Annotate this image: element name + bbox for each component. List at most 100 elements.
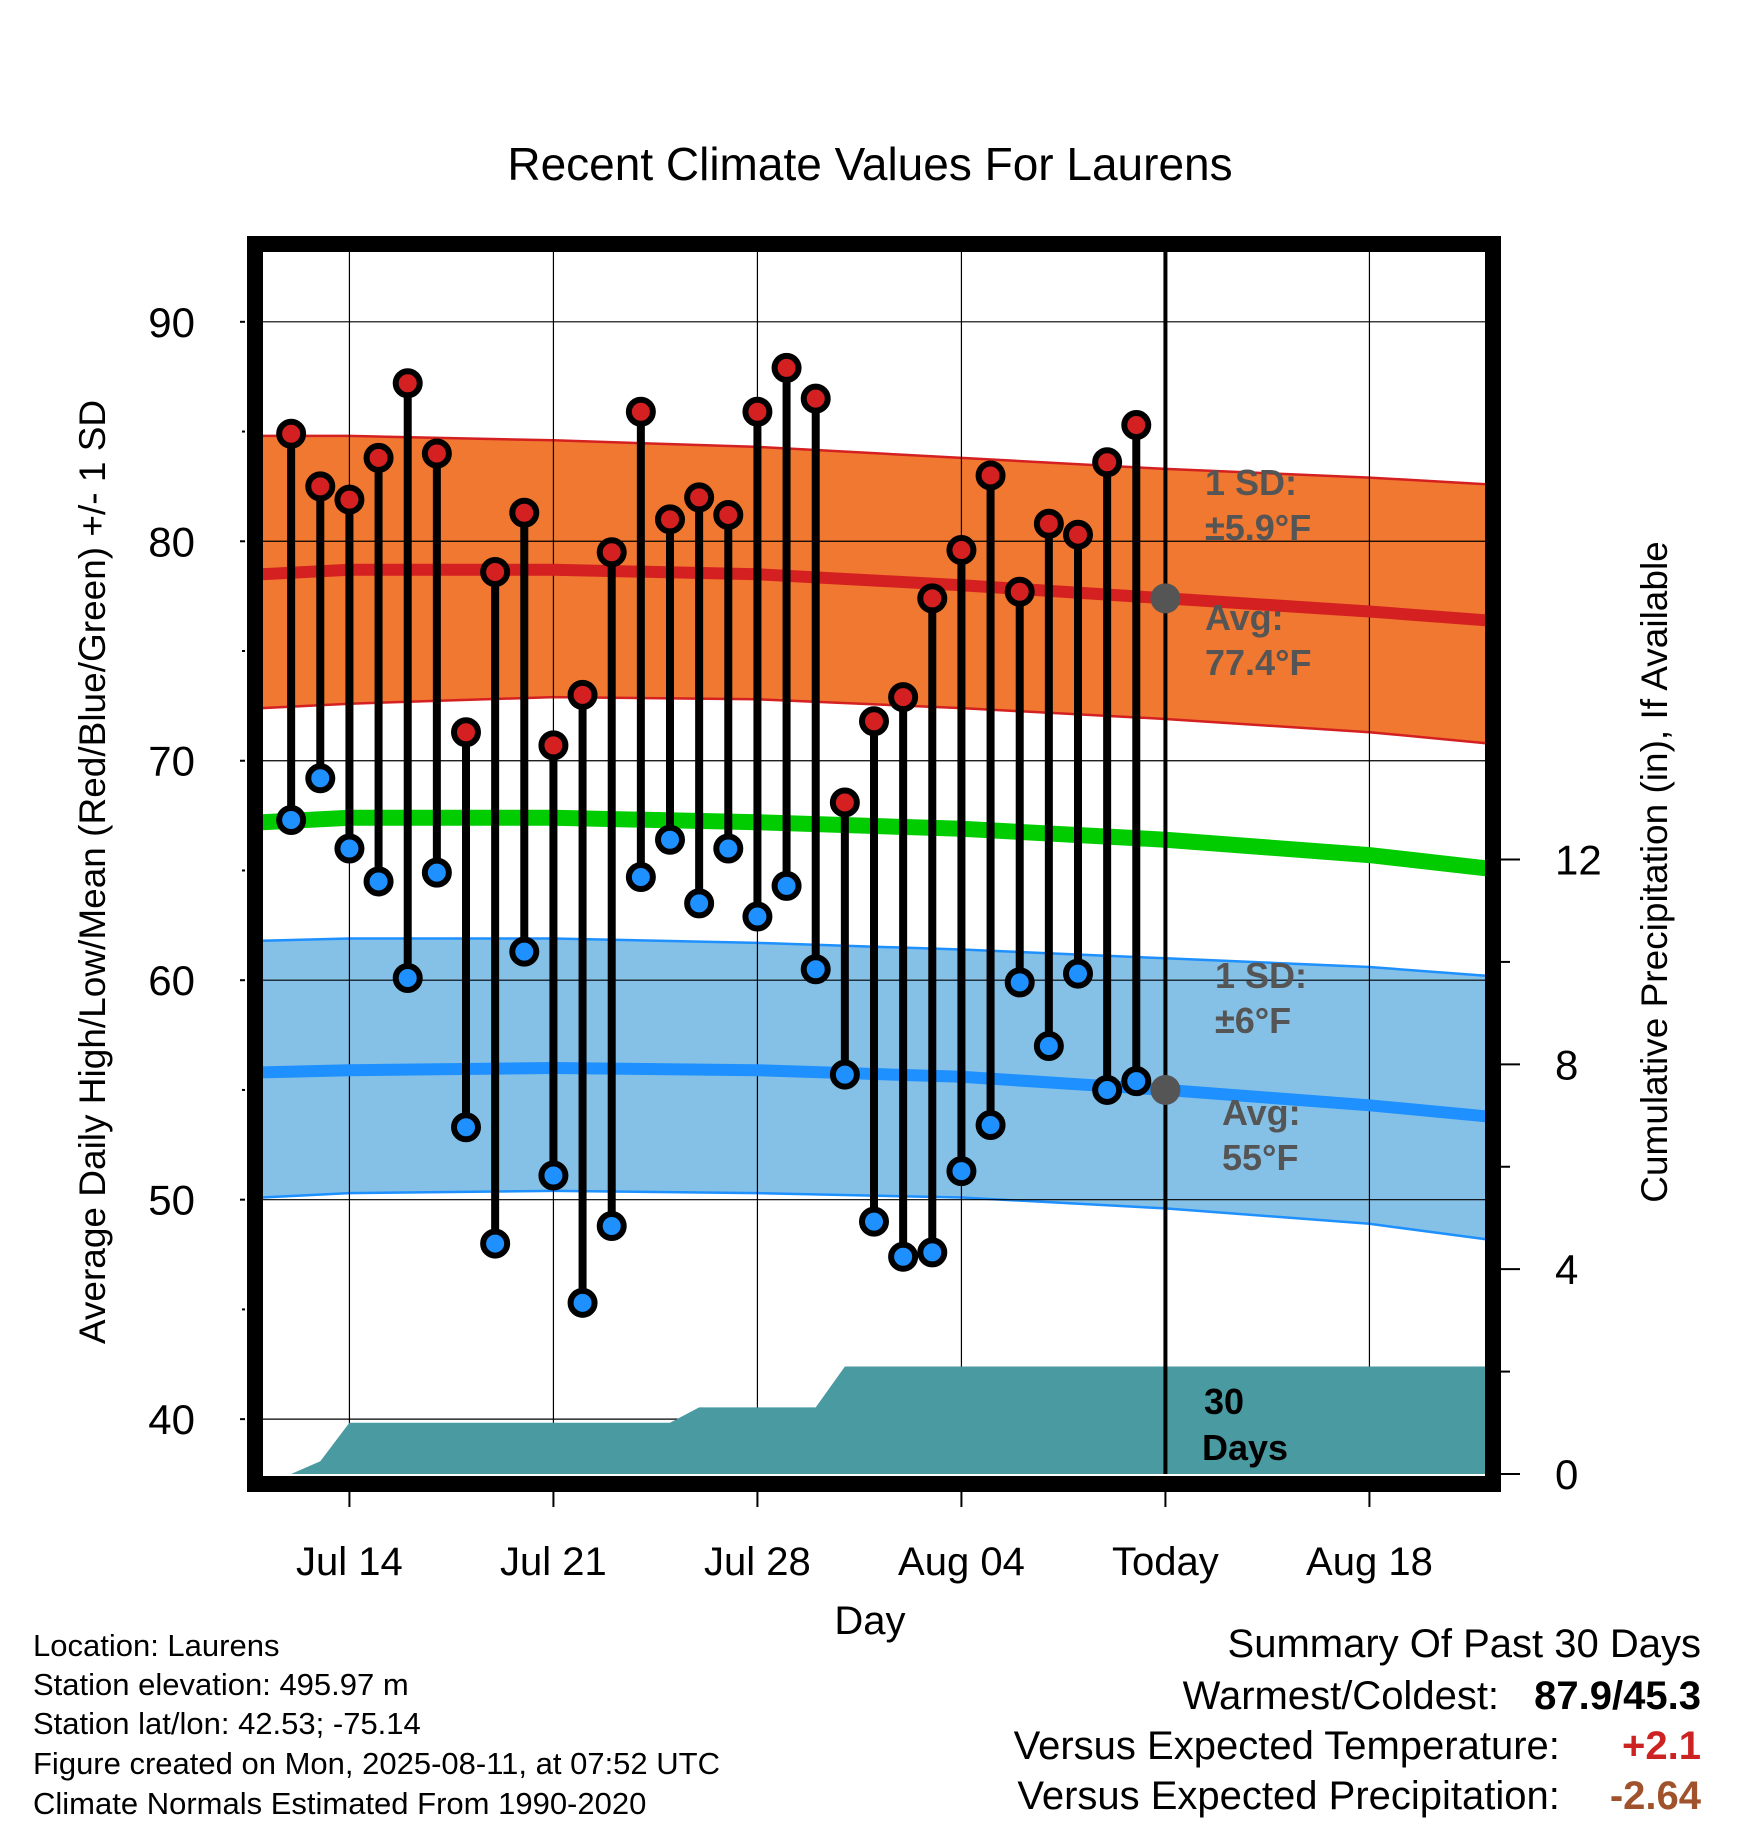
high-point (305, 471, 336, 502)
high-point (625, 396, 656, 427)
low-point (276, 804, 307, 835)
low-point (538, 1160, 569, 1191)
low-point (1092, 1074, 1123, 1105)
y2-axis-label: Cumulative Precipitation (in), If Availa… (1634, 541, 1675, 1203)
low-point (975, 1110, 1006, 1141)
days-count: 30 (1204, 1381, 1244, 1422)
x-tick-label: Today (1112, 1540, 1219, 1584)
high-point (421, 438, 452, 469)
today-high-normal-marker (1150, 583, 1181, 614)
high-point (509, 497, 540, 528)
summary-title: Summary Of Past 30 Days (1227, 1622, 1701, 1666)
high-point (771, 352, 802, 383)
high-sd-lower-edge (261, 695, 1487, 745)
y2-tick-label: 12 (1555, 837, 1602, 884)
y2-tick-label: 4 (1555, 1246, 1578, 1293)
x-tick-label: Aug 04 (898, 1540, 1025, 1584)
low-point (655, 824, 685, 855)
info-created: Figure created on Mon, 2025-08-11, at 07… (33, 1746, 720, 1781)
mean-normal-line (261, 809, 1487, 877)
high-point (713, 499, 744, 530)
low-sd-label: 1 SD: (1215, 955, 1307, 996)
info-elevation: Station elevation: 495.97 m (33, 1667, 409, 1702)
high-point (946, 535, 977, 566)
y-tick-label: 90 (148, 299, 195, 346)
low-point (713, 833, 744, 864)
high-point (1092, 447, 1123, 478)
x-tick-label: Jul 21 (500, 1540, 607, 1584)
high-sd-value: ±5.9°F (1205, 507, 1311, 548)
low-point (684, 888, 715, 919)
info-normals: Climate Normals Estimated From 1990-2020 (33, 1786, 647, 1821)
summary-temp-row: Versus Expected Temperature: +2.1 (1014, 1724, 1701, 1769)
low-point (421, 857, 452, 888)
low-point (829, 1059, 860, 1090)
low-point (1121, 1066, 1152, 1097)
high-avg-label: Avg: (1205, 597, 1284, 638)
high-sd-label: 1 SD: (1205, 462, 1297, 503)
low-point (946, 1156, 977, 1187)
summary-warmest-row: Warmest/Coldest: 87.9/45.3 (1183, 1674, 1701, 1719)
low-point (1004, 967, 1035, 998)
high-point (567, 679, 598, 710)
low-point (509, 936, 540, 967)
precip-area (262, 1366, 1486, 1474)
high-point (1004, 576, 1035, 607)
low-point (917, 1237, 948, 1268)
high-point (829, 787, 860, 818)
high-point (742, 396, 773, 427)
high-point (1063, 519, 1093, 550)
summary-warmest-value: 87.9/45.3 (1534, 1674, 1701, 1718)
today-low-normal-marker (1150, 1074, 1181, 1105)
high-point (392, 368, 423, 399)
y-tick-label: 50 (148, 1177, 195, 1224)
y-tick-label: 70 (148, 738, 195, 785)
low-sd-value: ±6°F (1215, 1000, 1291, 1041)
low-point (1063, 958, 1093, 989)
y2-tick-label: 8 (1555, 1041, 1578, 1088)
high-sd-upper-edge (262, 434, 1487, 486)
high-point (538, 730, 569, 761)
low-point (480, 1228, 511, 1259)
days-label: Days (1202, 1427, 1288, 1468)
high-point (451, 717, 481, 748)
summary-precip-row: Versus Expected Precipitation: -2.64 (1017, 1774, 1701, 1819)
low-sd-upper-edge (261, 937, 1487, 978)
y-tick-label: 60 (148, 957, 195, 1004)
summary-precip-label: Versus Expected Precipitation: (1017, 1774, 1560, 1818)
high-point (1121, 409, 1152, 440)
y-axis-label: Average Daily High/Low/Mean (Red/Blue/Gr… (72, 400, 113, 1344)
x-tick-label: Jul 28 (704, 1540, 811, 1584)
high-point (684, 482, 715, 513)
x-tick-label: Aug 18 (1306, 1540, 1433, 1584)
low-point (771, 870, 802, 901)
low-avg-value: 55°F (1222, 1137, 1298, 1178)
high-point (917, 583, 948, 614)
low-point (567, 1287, 598, 1318)
low-point (451, 1112, 481, 1143)
chart-title: Recent Climate Values For Laurens (507, 138, 1232, 190)
x-tick-label: Jul 14 (296, 1540, 403, 1584)
low-sd-lower-edge (261, 1189, 1487, 1241)
summary-precip-value: -2.64 (1609, 1774, 1701, 1818)
summary-temp-label: Versus Expected Temperature: (1013, 1724, 1560, 1768)
y2-tick-label: 0 (1555, 1451, 1578, 1498)
low-point (363, 866, 394, 897)
high-point (276, 418, 307, 449)
info-latlon: Station lat/lon: 42.53; -75.14 (33, 1706, 421, 1741)
low-point (742, 901, 773, 932)
high-normal-line (261, 563, 1487, 627)
summary-warmest-label: Warmest/Coldest: (1182, 1674, 1500, 1718)
high-point (596, 537, 627, 568)
info-location: Location: Laurens (33, 1628, 280, 1663)
low-point (1033, 1031, 1064, 1062)
high-point (655, 504, 685, 535)
low-point (334, 833, 365, 864)
x-axis-label: Day (834, 1599, 905, 1643)
high-avg-value: 77.4°F (1205, 642, 1311, 683)
y-tick-label: 40 (148, 1396, 195, 1443)
y-tick-label: 80 (148, 518, 195, 565)
high-point (859, 706, 889, 737)
